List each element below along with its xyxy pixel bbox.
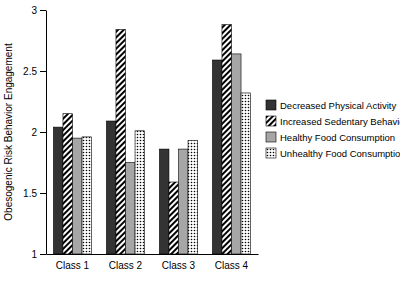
bar bbox=[53, 127, 63, 254]
y-tick: 1 bbox=[31, 249, 46, 260]
x-tick: Class 4 bbox=[215, 254, 249, 271]
chart: 1 1.5 2 2.5 3 Class 1 Class 2 Class 3 Class 4 Obe… bbox=[0, 0, 400, 282]
x-tick: Class 1 bbox=[56, 254, 90, 271]
y-axis-line bbox=[46, 11, 47, 255]
bar bbox=[116, 30, 126, 254]
legend-label: Increased Sedentary Behavior bbox=[280, 116, 400, 127]
legend-item: Increased Sedentary Behavior bbox=[266, 116, 400, 127]
y-axis-title: Obesogenic Risk Behavior Engagement bbox=[3, 43, 14, 221]
bar bbox=[241, 93, 251, 254]
bar bbox=[159, 149, 169, 254]
legend-label: Decreased Physical Activity bbox=[280, 100, 396, 111]
legend-label: Healthy Food Consumption bbox=[280, 132, 395, 143]
x-tick-label: Class 1 bbox=[56, 260, 90, 271]
y-tick-label: 1.5 bbox=[23, 188, 37, 199]
bar bbox=[212, 60, 222, 254]
x-tick-label: Class 4 bbox=[215, 260, 249, 271]
legend-item: Healthy Food Consumption bbox=[266, 132, 395, 143]
bar bbox=[232, 54, 242, 254]
y-tick-label: 2 bbox=[31, 127, 37, 138]
legend-item: Decreased Physical Activity bbox=[266, 100, 396, 111]
x-tick: Class 2 bbox=[109, 254, 143, 271]
bar bbox=[73, 138, 83, 254]
legend-item: Unhealthy Food Consumption bbox=[266, 148, 400, 159]
x-tick-label: Class 3 bbox=[162, 260, 196, 271]
series bbox=[82, 93, 251, 254]
bar bbox=[222, 25, 232, 254]
y-tick-mark bbox=[40, 254, 46, 255]
y-tick-mark bbox=[40, 132, 46, 133]
bar bbox=[82, 137, 92, 254]
x-axis: Class 1 Class 2 Class 3 Class 4 bbox=[47, 254, 259, 271]
plot: 1 1.5 2 2.5 3 Class 1 Class 2 Class 3 Class 4 bbox=[23, 5, 258, 271]
y-tick: 2.5 bbox=[23, 66, 46, 77]
bar bbox=[63, 114, 73, 254]
y-tick: 2 bbox=[31, 127, 46, 138]
y-tick-mark bbox=[40, 71, 46, 72]
series bbox=[53, 60, 222, 254]
bar bbox=[126, 163, 136, 255]
y-tick: 1.5 bbox=[23, 188, 46, 199]
y-tick-mark bbox=[40, 10, 46, 11]
legend-swatch bbox=[266, 132, 276, 142]
series bbox=[63, 25, 232, 254]
y-tick-label: 1 bbox=[31, 249, 37, 260]
bar bbox=[179, 149, 189, 254]
legend-label: Unhealthy Food Consumption bbox=[280, 148, 400, 159]
y-axis: 1 1.5 2 2.5 3 bbox=[23, 5, 46, 260]
bar bbox=[188, 141, 198, 254]
y-tick-mark bbox=[40, 193, 46, 194]
bar bbox=[135, 131, 145, 254]
x-tick: Class 3 bbox=[162, 254, 196, 271]
bar bbox=[106, 121, 116, 254]
legend-swatch bbox=[266, 148, 276, 158]
bar bbox=[169, 182, 179, 254]
x-axis-line bbox=[47, 254, 259, 255]
y-tick: 3 bbox=[31, 5, 46, 16]
y-tick-label: 2.5 bbox=[23, 66, 37, 77]
series bbox=[73, 54, 242, 254]
legend-swatch bbox=[266, 116, 276, 126]
x-tick-label: Class 2 bbox=[109, 260, 143, 271]
y-tick-label: 3 bbox=[31, 5, 37, 16]
legend-swatch bbox=[266, 100, 276, 110]
legend: Decreased Physical Activity Increased Sed… bbox=[266, 100, 400, 159]
bars bbox=[53, 25, 250, 254]
